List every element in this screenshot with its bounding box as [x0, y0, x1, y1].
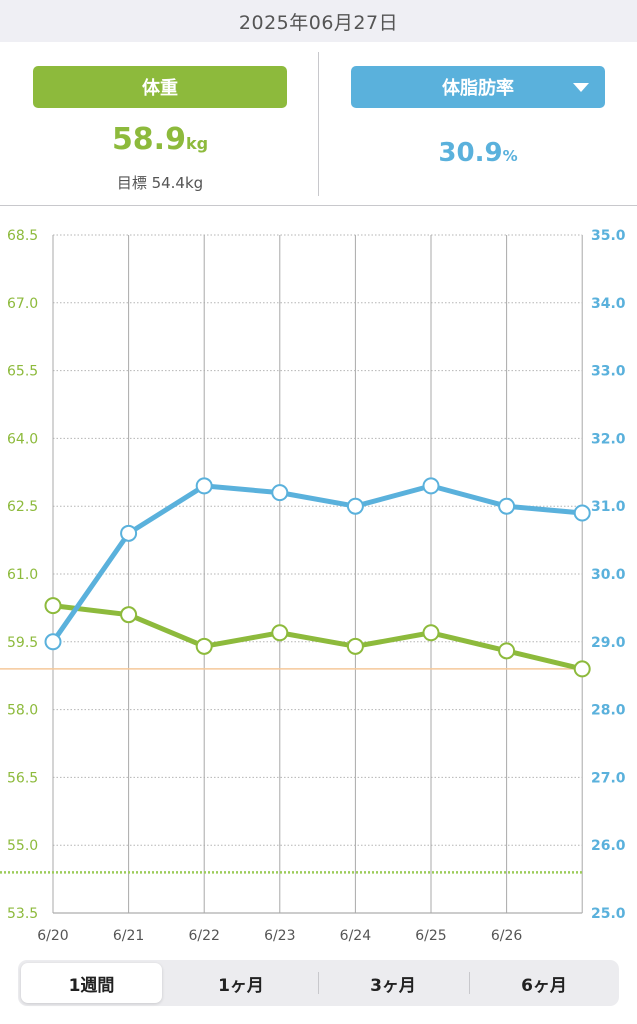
right-axis-tick-label: 26.0: [591, 838, 626, 854]
date-text: 2025年06月27日: [238, 11, 399, 34]
x-axis-tick-label: 6/22: [188, 928, 219, 944]
body-fat-data-point: [573, 504, 591, 522]
weight-button[interactable]: 体重: [33, 66, 287, 108]
right-axis-tick-label: 33.0: [591, 364, 626, 380]
period-tab-1-month[interactable]: 1ヶ月: [168, 963, 314, 1003]
right-axis-tick-label: 31.0: [591, 499, 626, 515]
right-axis-tick-label: 25.0: [591, 906, 626, 922]
caret-down-icon: [573, 83, 589, 92]
left-axis-tick-label: 58.0: [7, 703, 38, 719]
weight-data-point: [120, 606, 138, 624]
body-fat-unit: %: [502, 147, 518, 165]
weight-number: 58.9: [111, 122, 186, 157]
right-axis-tick-label: 29.0: [591, 635, 626, 651]
period-separator: [469, 972, 470, 994]
left-axis-tick-label: 62.5: [7, 499, 38, 515]
right-axis-tick-label: 27.0: [591, 770, 626, 786]
weight-fat-line-chart: 68.5 67.0 65.5 64.0 62.5 61.0 59.5 58.0 56.5 55.0…: [0, 228, 626, 944]
weight-data-point: [346, 637, 364, 655]
left-axis-tick-label: 67.0: [7, 296, 38, 312]
body-fat-data-point: [120, 524, 138, 542]
target-weight: 目標 54.4kg: [116, 174, 204, 192]
body-fat-button-label: 体脂肪率: [442, 78, 514, 99]
weight-data-point: [271, 624, 289, 642]
period-tab-6-months[interactable]: 6ヶ月: [471, 963, 617, 1003]
summary-panel: 体重 58.9kg 目標 54.4kg 体脂肪率 30.9%: [0, 42, 637, 206]
body-fat-data-point: [346, 497, 364, 515]
weight-value: 58.9kg: [33, 122, 287, 157]
left-axis-tick-label: 56.5: [7, 770, 38, 786]
weight-unit: kg: [185, 134, 209, 153]
body-fat-dropdown-button[interactable]: 体脂肪率: [351, 66, 605, 108]
right-axis-tick-label: 30.0: [591, 567, 626, 583]
left-axis-tick-label: 59.5: [7, 635, 38, 651]
period-selector: 1週間 1ヶ月 3ヶ月 6ヶ月: [18, 960, 619, 1006]
right-axis-tick-label: 32.0: [591, 431, 626, 447]
weight-data-point: [498, 642, 516, 660]
left-axis-tick-label: 68.5: [7, 228, 38, 244]
left-axis-tick-label: 61.0: [7, 567, 38, 583]
weight-button-label: 体重: [142, 78, 178, 99]
left-axis-tick-label: 64.0: [7, 431, 38, 447]
period-separator: [318, 972, 319, 994]
x-axis-tick-label: 6/23: [264, 928, 295, 944]
body-fat-data-point: [271, 484, 289, 502]
left-axis-tick-label: 53.5: [7, 906, 38, 922]
weight-data-point: [422, 624, 440, 642]
body-fat-data-point: [422, 477, 440, 495]
x-axis-tick-label: 6/24: [340, 928, 372, 944]
date-header: 2025年06月27日: [0, 0, 637, 42]
body-fat-data-point: [195, 477, 213, 495]
x-axis-tick-label: 6/26: [491, 928, 523, 944]
summary-divider: [318, 52, 319, 196]
x-axis-tick-label: 6/20: [37, 928, 68, 944]
right-axis-tick-label: 35.0: [591, 228, 626, 244]
right-axis-tick-label: 34.0: [591, 296, 626, 312]
weight-data-point: [44, 597, 62, 615]
body-fat-data-point: [498, 497, 516, 515]
x-axis-tick-label: 6/21: [113, 928, 144, 944]
body-fat-series-line: [50, 483, 585, 645]
body-fat-number: 30.9: [438, 138, 503, 168]
right-axis-tick-label: 28.0: [591, 703, 626, 719]
body-fat-data-point: [44, 633, 62, 651]
weight-series-line: [50, 603, 585, 672]
body-fat-value: 30.9%: [351, 138, 605, 168]
period-tab-1-week[interactable]: 1週間: [21, 963, 162, 1003]
period-tab-3-months[interactable]: 3ヶ月: [320, 963, 466, 1003]
x-axis-tick-label: 6/25: [415, 928, 446, 944]
left-axis-tick-label: 55.0: [7, 838, 38, 854]
weight-data-point: [573, 660, 591, 678]
weight-data-point: [195, 637, 213, 655]
left-axis-tick-label: 65.5: [7, 364, 38, 380]
